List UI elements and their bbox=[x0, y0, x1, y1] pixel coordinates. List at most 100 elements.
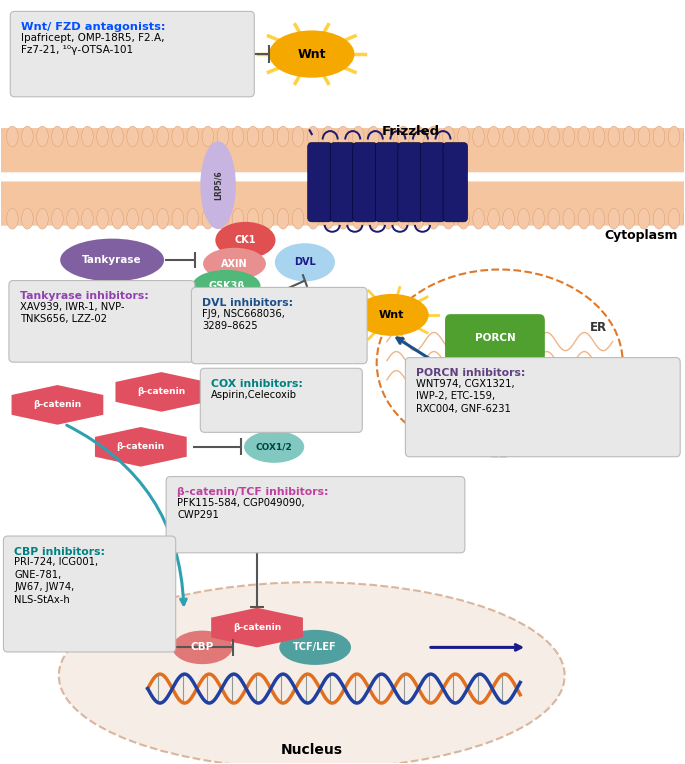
Ellipse shape bbox=[608, 209, 620, 229]
Ellipse shape bbox=[66, 126, 78, 147]
Ellipse shape bbox=[669, 126, 680, 147]
Ellipse shape bbox=[367, 126, 379, 147]
Ellipse shape bbox=[352, 126, 364, 147]
FancyBboxPatch shape bbox=[421, 143, 445, 222]
Text: Ipafricept, OMP-18R5, F2.A,
Fz7-21, ¹⁰γ-OTSA-101: Ipafricept, OMP-18R5, F2.A, Fz7-21, ¹⁰γ-… bbox=[21, 33, 164, 55]
Ellipse shape bbox=[66, 209, 78, 229]
Text: PORCN inhibitors:: PORCN inhibitors: bbox=[416, 368, 525, 378]
Ellipse shape bbox=[59, 582, 564, 764]
Text: AXIN: AXIN bbox=[221, 259, 248, 269]
Ellipse shape bbox=[533, 209, 545, 229]
Ellipse shape bbox=[503, 209, 514, 229]
Ellipse shape bbox=[669, 209, 680, 229]
Text: Aspirin,Celecoxib: Aspirin,Celecoxib bbox=[211, 390, 297, 400]
FancyBboxPatch shape bbox=[191, 287, 367, 364]
Ellipse shape bbox=[416, 371, 488, 412]
Text: FJ9, NSC668036,
3289–8625: FJ9, NSC668036, 3289–8625 bbox=[202, 309, 285, 331]
Ellipse shape bbox=[292, 209, 304, 229]
Text: Frizzled: Frizzled bbox=[382, 125, 440, 138]
Polygon shape bbox=[12, 385, 103, 425]
Text: Tankyrase inhibitors:: Tankyrase inhibitors: bbox=[20, 291, 149, 301]
FancyBboxPatch shape bbox=[0, 128, 685, 172]
Ellipse shape bbox=[338, 209, 349, 229]
Ellipse shape bbox=[427, 126, 439, 147]
Polygon shape bbox=[95, 427, 187, 467]
Ellipse shape bbox=[192, 270, 260, 302]
Ellipse shape bbox=[367, 209, 379, 229]
Text: β-catenin/TCF inhibitors:: β-catenin/TCF inhibitors: bbox=[177, 487, 329, 497]
FancyBboxPatch shape bbox=[9, 280, 195, 362]
FancyBboxPatch shape bbox=[0, 181, 685, 225]
Text: CBP: CBP bbox=[190, 643, 214, 652]
Ellipse shape bbox=[308, 209, 319, 229]
Ellipse shape bbox=[578, 209, 590, 229]
Text: WNT974, CGX1321,
IWP-2, ETC-159,
RXC004, GNF-6231: WNT974, CGX1321, IWP-2, ETC-159, RXC004,… bbox=[416, 379, 515, 414]
Ellipse shape bbox=[683, 209, 685, 229]
Ellipse shape bbox=[172, 126, 184, 147]
Ellipse shape bbox=[653, 209, 665, 229]
Text: GSK3β: GSK3β bbox=[208, 281, 245, 291]
Ellipse shape bbox=[382, 126, 394, 147]
Ellipse shape bbox=[443, 126, 454, 147]
Ellipse shape bbox=[608, 126, 620, 147]
Text: Wnt/ FZD antagonists:: Wnt/ FZD antagonists: bbox=[21, 22, 166, 32]
Text: Nucleus: Nucleus bbox=[281, 743, 342, 756]
Polygon shape bbox=[116, 372, 208, 412]
Ellipse shape bbox=[203, 248, 266, 280]
Ellipse shape bbox=[232, 126, 244, 147]
Ellipse shape bbox=[200, 141, 236, 229]
Ellipse shape bbox=[488, 126, 499, 147]
Ellipse shape bbox=[36, 126, 48, 147]
Text: CK1: CK1 bbox=[235, 235, 256, 245]
Ellipse shape bbox=[157, 126, 169, 147]
Ellipse shape bbox=[292, 126, 304, 147]
Ellipse shape bbox=[277, 126, 289, 147]
Ellipse shape bbox=[217, 126, 229, 147]
Polygon shape bbox=[211, 607, 303, 647]
Ellipse shape bbox=[473, 126, 484, 147]
Ellipse shape bbox=[638, 209, 650, 229]
Ellipse shape bbox=[21, 126, 33, 147]
FancyBboxPatch shape bbox=[406, 358, 680, 457]
FancyBboxPatch shape bbox=[10, 11, 254, 97]
Ellipse shape bbox=[244, 431, 304, 463]
FancyBboxPatch shape bbox=[330, 143, 355, 222]
Ellipse shape bbox=[427, 209, 439, 229]
Ellipse shape bbox=[653, 126, 665, 147]
Ellipse shape bbox=[593, 209, 605, 229]
FancyBboxPatch shape bbox=[375, 143, 400, 222]
Ellipse shape bbox=[262, 209, 274, 229]
Ellipse shape bbox=[277, 209, 289, 229]
Text: β-catenin: β-catenin bbox=[233, 623, 281, 632]
Text: TCF/LEF: TCF/LEF bbox=[293, 643, 337, 652]
Ellipse shape bbox=[172, 209, 184, 229]
Ellipse shape bbox=[97, 126, 108, 147]
Ellipse shape bbox=[308, 126, 319, 147]
Ellipse shape bbox=[458, 126, 469, 147]
Ellipse shape bbox=[247, 209, 259, 229]
Ellipse shape bbox=[51, 209, 63, 229]
FancyBboxPatch shape bbox=[3, 536, 175, 652]
Text: PFK115-584, CGP049090,
CWP291: PFK115-584, CGP049090, CWP291 bbox=[177, 498, 305, 520]
Ellipse shape bbox=[217, 209, 229, 229]
Ellipse shape bbox=[488, 209, 499, 229]
Text: ER: ER bbox=[590, 321, 608, 334]
Ellipse shape bbox=[21, 209, 33, 229]
Ellipse shape bbox=[275, 243, 335, 281]
Ellipse shape bbox=[157, 209, 169, 229]
FancyBboxPatch shape bbox=[443, 143, 468, 222]
Ellipse shape bbox=[127, 126, 138, 147]
Text: XAV939, IWR-1, NVP-
TNKS656, LZZ-02: XAV939, IWR-1, NVP- TNKS656, LZZ-02 bbox=[20, 302, 125, 325]
Ellipse shape bbox=[202, 126, 214, 147]
Ellipse shape bbox=[533, 126, 545, 147]
Ellipse shape bbox=[355, 294, 429, 336]
Ellipse shape bbox=[412, 209, 424, 229]
Ellipse shape bbox=[578, 126, 590, 147]
Ellipse shape bbox=[82, 209, 93, 229]
Ellipse shape bbox=[563, 126, 575, 147]
Ellipse shape bbox=[232, 209, 244, 229]
Ellipse shape bbox=[397, 209, 409, 229]
Ellipse shape bbox=[548, 126, 560, 147]
FancyBboxPatch shape bbox=[308, 143, 332, 222]
Ellipse shape bbox=[473, 209, 484, 229]
